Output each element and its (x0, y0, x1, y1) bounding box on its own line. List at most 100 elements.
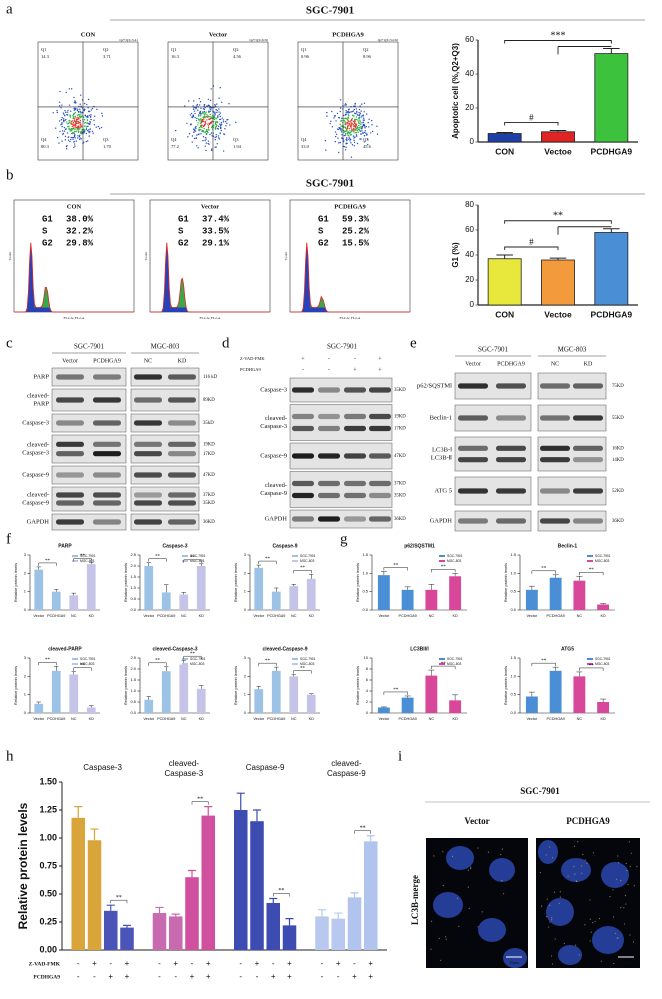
dot (79, 137, 81, 139)
legend-label: MGC-803 (80, 559, 94, 563)
y-axis-label: LC3B-merge (410, 875, 420, 925)
row-label: ATG 5 (434, 487, 452, 494)
dot (214, 123, 217, 125)
dot (186, 122, 188, 125)
puncta (433, 855, 435, 857)
puncta (458, 925, 460, 927)
x-tick-label: KD (452, 717, 458, 721)
x-tick-label: PCDHGA9 (398, 717, 416, 721)
bar (254, 567, 264, 610)
legend-swatch (439, 658, 445, 660)
grouped-bar-chart (59, 781, 387, 951)
dot (360, 116, 362, 118)
bar (541, 259, 575, 306)
quadrant-name: Q1 (41, 47, 47, 52)
bar (271, 670, 281, 713)
y-tick-label: 1 (24, 589, 27, 594)
y-axis-label: Relative protein levels (355, 563, 360, 602)
dot (358, 129, 361, 131)
bar-chart (369, 657, 467, 714)
dot (352, 124, 354, 126)
band (496, 415, 526, 421)
dot (193, 108, 195, 110)
dot (360, 110, 362, 112)
lane-label: KD (584, 361, 593, 367)
dot (77, 110, 80, 113)
puncta (590, 931, 592, 933)
band (168, 420, 196, 426)
bar (347, 897, 362, 950)
y-tick-label: 0.5 (362, 589, 368, 594)
legend-swatch (587, 658, 593, 660)
dot (348, 128, 351, 130)
band (56, 451, 84, 457)
band (134, 374, 162, 380)
dot (214, 112, 216, 115)
puncta (581, 872, 583, 874)
puncta (629, 934, 631, 936)
row-label: GAPDH (27, 518, 50, 525)
dot (218, 111, 220, 113)
treatment-label: PCDHGA9 (33, 974, 60, 980)
dot (353, 130, 356, 132)
dot (210, 88, 212, 90)
error-bar (122, 924, 132, 928)
band (496, 457, 526, 463)
dot (88, 123, 91, 125)
bar (86, 707, 96, 713)
dot (78, 130, 80, 133)
band (369, 387, 391, 393)
dot (196, 145, 198, 147)
dot (79, 132, 82, 134)
dot (77, 131, 80, 134)
treatment-sign: - (191, 959, 194, 968)
bar (282, 925, 297, 950)
error-bar (549, 257, 567, 260)
puncta (615, 878, 617, 880)
y-tick-label: 3 (244, 552, 247, 557)
y-tick-label: 1 (24, 692, 27, 697)
dot (85, 132, 87, 135)
puncta (613, 962, 615, 965)
puncta (559, 891, 561, 893)
dot (356, 110, 358, 113)
x-tick-label: PCDHGA9 (546, 614, 564, 618)
y-tick-label: 0.75 (39, 860, 57, 870)
dot (356, 129, 358, 132)
dot (83, 141, 85, 143)
dot (201, 112, 203, 115)
x-tick-label: KD (309, 614, 315, 618)
dot (363, 141, 366, 143)
phase-value: 38.0% (66, 214, 94, 224)
x-tick-label: PCDHGA9 (546, 717, 564, 721)
dot (347, 134, 350, 137)
sig-bracket (531, 662, 556, 667)
puncta (539, 871, 541, 874)
x-tick-label: PCDHGA9 (157, 717, 175, 721)
dot (365, 125, 368, 128)
dot (101, 112, 103, 115)
sig-label: ** (553, 211, 563, 222)
band (496, 445, 526, 451)
dot (191, 135, 194, 137)
sig-label: ** (190, 652, 196, 657)
dot (206, 114, 208, 116)
bar (425, 675, 438, 713)
dot (89, 128, 92, 130)
legend-label: MGC-803 (80, 662, 94, 666)
scale-label: 10μm (509, 960, 519, 965)
puncta (502, 893, 505, 895)
bar-chart (27, 554, 100, 611)
dot (74, 111, 77, 114)
dot (70, 122, 72, 124)
phase-value: 59.3% (342, 214, 370, 224)
quadrant-name: Q2 (103, 47, 109, 52)
dot (202, 125, 205, 128)
dot (358, 115, 361, 117)
dot (325, 149, 327, 151)
dot (353, 141, 356, 144)
dot (214, 111, 216, 114)
dot (196, 117, 198, 120)
dot (358, 117, 361, 119)
puncta (487, 851, 490, 853)
